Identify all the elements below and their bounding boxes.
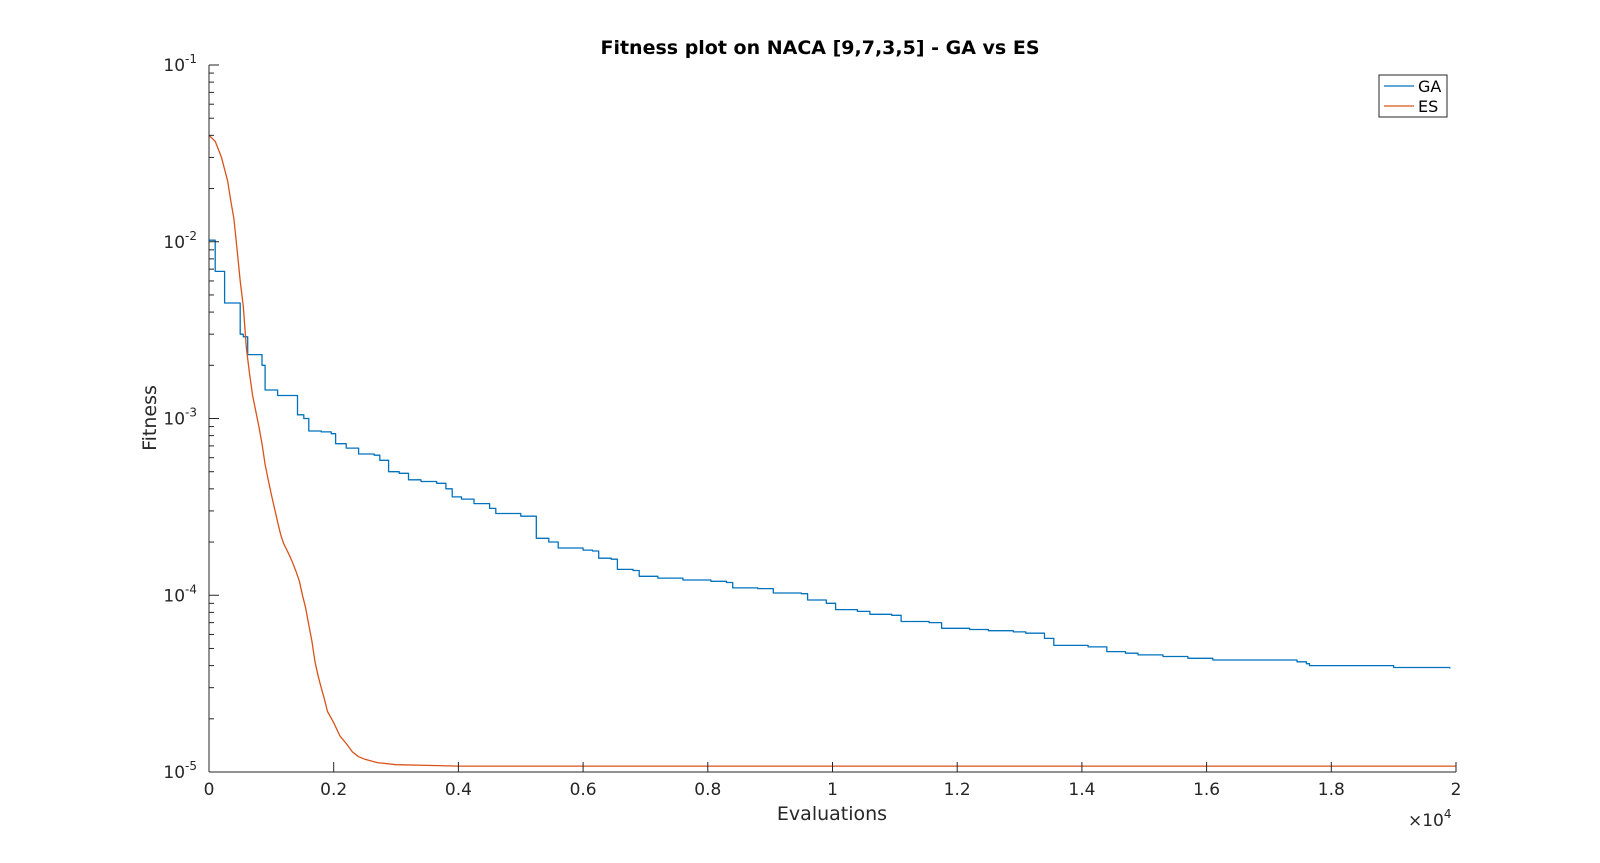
y-tick-exponent: -3 xyxy=(185,406,197,420)
x-scale-multiplier: ×104 xyxy=(1408,807,1452,831)
x-tick-label: 0.8 xyxy=(694,780,721,800)
x-scale-exponent: 4 xyxy=(1444,807,1452,821)
y-tick-label: 10-5 xyxy=(163,759,197,783)
y-tick-base: 10 xyxy=(163,410,185,430)
x-scale-prefix: ×10 xyxy=(1408,811,1444,831)
x-axis-label: Evaluations xyxy=(777,803,887,825)
y-tick-label: 10-3 xyxy=(163,406,197,430)
series-line-es xyxy=(208,134,1456,767)
y-axis-ticks: 10-110-210-310-410-5 xyxy=(163,52,219,783)
x-tick-label: 0.6 xyxy=(570,780,597,800)
y-axis-label: Fitness xyxy=(139,385,161,451)
x-axis-ticks: 0 0.2 0.4 0.6 0.8 1 1.2 1.4 1.6 1.8 2 xyxy=(204,762,1462,800)
x-tick-label: 0 xyxy=(204,780,215,800)
legend-label-es: ES xyxy=(1418,97,1438,116)
legend-box xyxy=(1378,74,1448,118)
chart-title: Fitness plot on NACA [9,7,3,5] - GA vs E… xyxy=(600,37,1039,59)
x-tick-label: 1.2 xyxy=(944,780,971,800)
y-tick-exponent: -1 xyxy=(185,52,197,66)
y-tick-base: 10 xyxy=(163,56,185,76)
x-tick-label: 0.4 xyxy=(445,780,472,800)
x-tick-label: 1 xyxy=(827,780,838,800)
series-line-ga xyxy=(209,239,1451,669)
y-tick-exponent: -5 xyxy=(185,759,197,773)
legend-label-ga: GA xyxy=(1418,77,1441,96)
x-tick-label: 0.2 xyxy=(320,780,347,800)
x-tick-label: 1.8 xyxy=(1318,780,1345,800)
y-tick-label: 10-2 xyxy=(163,229,197,253)
y-tick-label: 10-1 xyxy=(163,52,197,76)
y-tick-exponent: -4 xyxy=(185,582,197,596)
legend: GA ES xyxy=(1378,74,1448,118)
x-tick-label: 1.6 xyxy=(1193,780,1220,800)
y-tick-base: 10 xyxy=(163,233,185,253)
y-tick-base: 10 xyxy=(163,763,185,783)
y-tick-base: 10 xyxy=(163,586,185,606)
plot-series xyxy=(208,134,1456,767)
y-tick-label: 10-4 xyxy=(163,582,197,606)
x-tick-label: 1.4 xyxy=(1068,780,1095,800)
x-tick-label: 2 xyxy=(1451,780,1462,800)
y-tick-exponent: -2 xyxy=(185,229,197,243)
